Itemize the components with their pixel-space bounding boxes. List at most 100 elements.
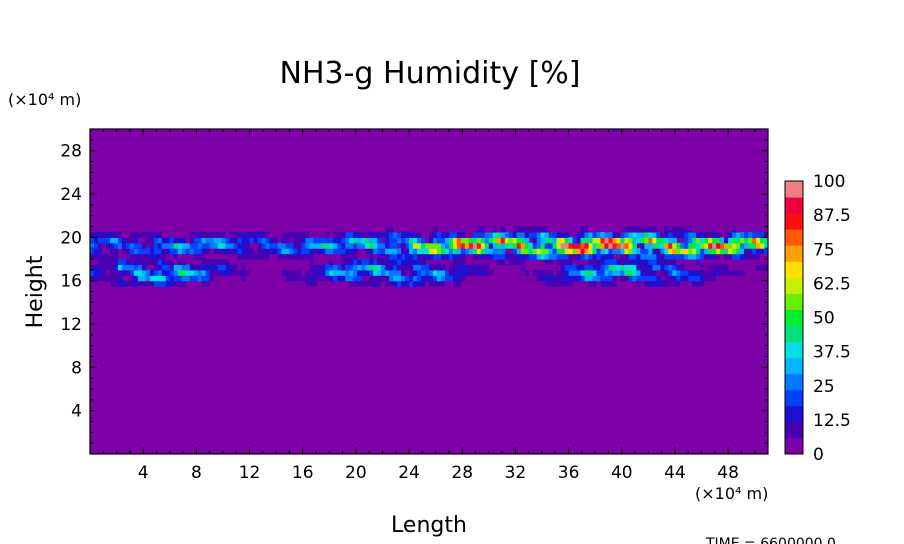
field-cell [213, 259, 219, 266]
colorbar-segment [785, 421, 803, 439]
colorbar-label: 50 [813, 309, 835, 329]
field-cell [165, 280, 171, 287]
field-cell [137, 226, 143, 233]
field-cell [444, 259, 450, 266]
field-cell [548, 269, 554, 276]
field-cell [460, 280, 466, 287]
field-cell [93, 253, 99, 260]
field-cell [764, 264, 768, 271]
field-cell [664, 248, 669, 255]
field-cell [373, 275, 378, 282]
field-cell [125, 237, 131, 244]
field-cell [520, 253, 526, 260]
field-cell [464, 269, 470, 276]
field-cell [724, 242, 729, 249]
field-cell [365, 248, 370, 255]
field-cell [389, 275, 394, 282]
field-cell [560, 242, 566, 249]
field-cell [381, 280, 386, 287]
field-cell [133, 264, 139, 271]
field-cell [249, 253, 255, 260]
field-cell [636, 248, 641, 255]
field-cell [712, 231, 717, 238]
field-cell [668, 231, 673, 238]
field-cell [109, 231, 115, 238]
field-cell [129, 242, 135, 249]
field-cell [213, 264, 219, 271]
field-cell [369, 259, 374, 266]
field-cell [488, 237, 494, 244]
field-cell [377, 231, 382, 238]
field-cell [365, 269, 370, 276]
field-cell [413, 231, 418, 238]
field-cell [700, 237, 705, 244]
field-cell [524, 269, 530, 276]
field-cell [405, 237, 410, 244]
field-cell [704, 237, 709, 244]
field-cell [209, 264, 215, 271]
field-cell [580, 275, 586, 282]
field-cell [716, 242, 721, 249]
field-cell [480, 253, 486, 260]
field-cell [644, 226, 649, 233]
field-cell [393, 242, 398, 249]
field-cell [652, 253, 657, 260]
field-cell [564, 259, 570, 266]
field-cell [301, 269, 306, 276]
field-cell [177, 280, 183, 287]
field-cell [417, 286, 422, 293]
field-cell [508, 242, 514, 249]
field-cell [436, 226, 442, 233]
field-cell [213, 269, 219, 276]
field-cell [732, 242, 737, 249]
field-cell [317, 275, 322, 282]
field-cell [540, 269, 546, 276]
field-cell [456, 237, 462, 244]
field-cell [752, 237, 757, 244]
field-cell [668, 280, 673, 287]
field-cell [764, 231, 768, 238]
field-cell [241, 269, 247, 276]
colorbar-segment [785, 245, 803, 262]
field-cell [341, 259, 346, 266]
field-cell [652, 286, 657, 293]
field-cell [708, 237, 713, 244]
field-cell [532, 248, 538, 255]
field-cell [464, 264, 470, 271]
field-cell [113, 253, 119, 260]
field-cell [472, 237, 478, 244]
field-cell [744, 253, 749, 260]
field-cell [293, 231, 298, 238]
field-cell [640, 259, 645, 266]
field-cell [572, 264, 578, 271]
field-cell [516, 231, 522, 238]
field-cell [269, 264, 275, 271]
field-cell [121, 259, 127, 266]
field-cell [536, 275, 542, 282]
field-cell [249, 269, 255, 276]
field-cell [189, 237, 195, 244]
field-cell [301, 242, 306, 249]
field-cell [401, 264, 406, 271]
field-cell [624, 242, 630, 249]
field-cell [145, 248, 151, 255]
field-cell [688, 264, 693, 271]
field-cell [345, 253, 350, 260]
field-cell [728, 248, 733, 255]
field-cell [660, 264, 665, 271]
field-cell [716, 226, 721, 233]
field-cell [393, 237, 398, 244]
field-cell [285, 226, 291, 233]
field-cell [684, 253, 689, 260]
field-cell [456, 280, 462, 287]
field-cell [740, 231, 745, 238]
field-cell [373, 264, 378, 271]
field-cell [712, 242, 717, 249]
field-cell [149, 280, 155, 287]
field-cell [712, 275, 717, 282]
field-cell [476, 269, 482, 276]
field-cell [281, 231, 287, 238]
field-cell [604, 280, 610, 287]
field-cell [456, 231, 462, 238]
